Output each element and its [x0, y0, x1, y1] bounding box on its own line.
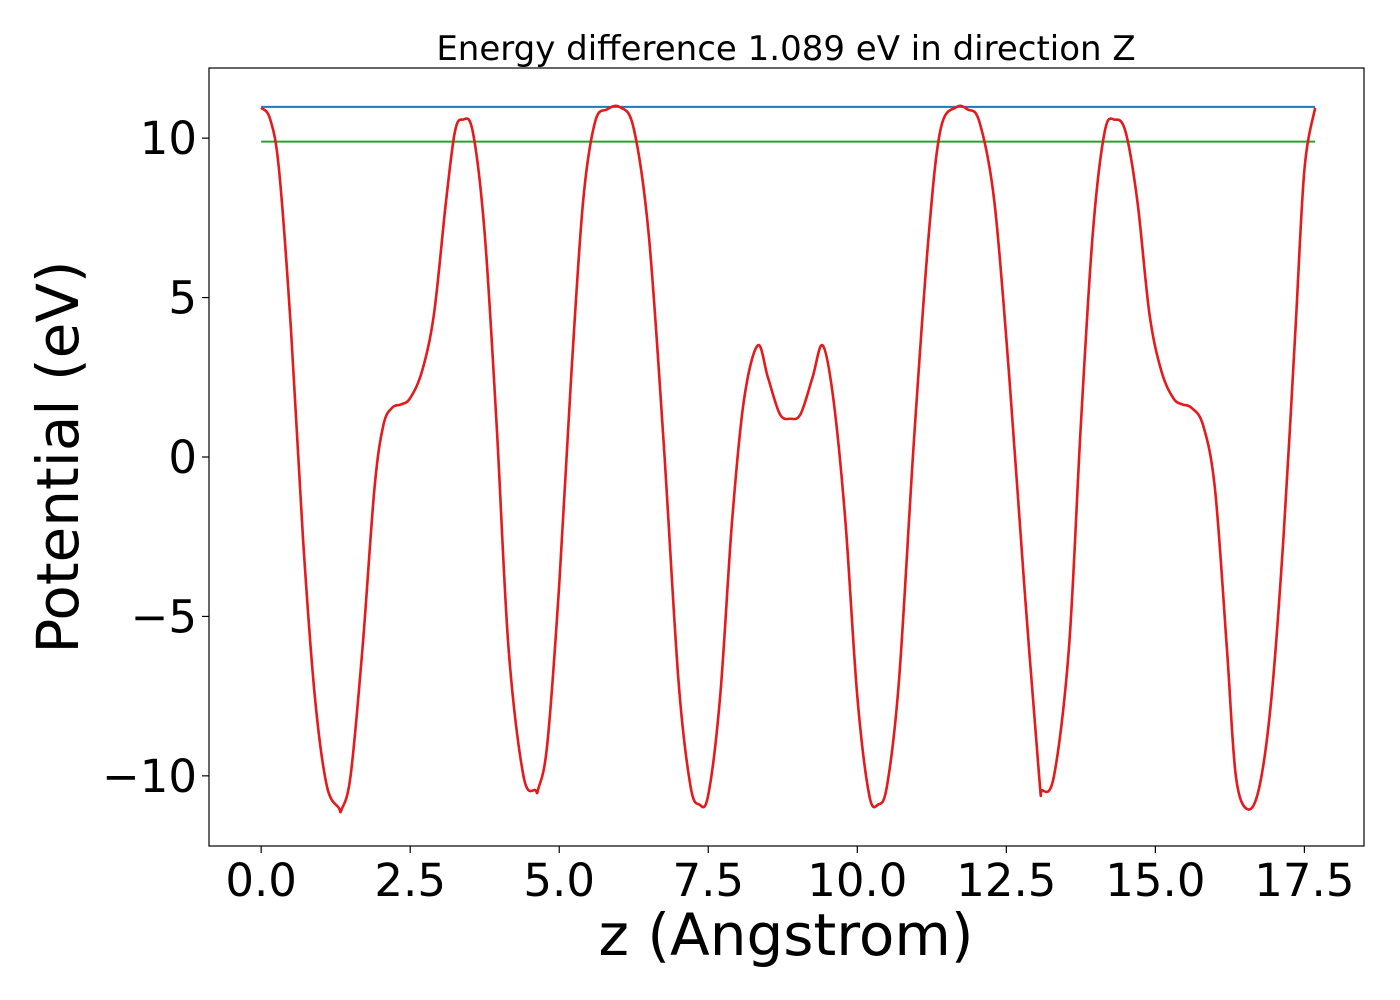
x-axis-label: z (Angstrom) — [599, 901, 974, 969]
y-axis-label: Potential (eV) — [24, 260, 92, 653]
x-tick-label: 5.0 — [523, 854, 595, 907]
x-tick-label: 0.0 — [225, 854, 297, 907]
x-tick-label: 12.5 — [956, 854, 1056, 907]
x-axis: 0.0 2.5 5.0 7.5 10.0 12.5 15.0 17.5 — [225, 846, 1354, 907]
series-line — [260, 104, 1317, 814]
y-tick-label: 10 — [140, 112, 197, 165]
x-tick-label: 15.0 — [1105, 854, 1205, 907]
y-tick-label: −10 — [102, 750, 197, 803]
y-tick-label: 5 — [168, 272, 197, 325]
reference-lines — [261, 105, 1316, 143]
x-tick-label: 2.5 — [374, 854, 446, 907]
y-axis: −10 −5 0 5 10 — [102, 112, 209, 803]
plot-frame — [208, 67, 1365, 847]
chart-title: Energy difference 1.089 eV in direction … — [436, 29, 1135, 69]
x-tick-label: 17.5 — [1254, 854, 1354, 907]
x-tick-label: 10.0 — [807, 854, 907, 907]
y-tick-label: 0 — [168, 431, 197, 484]
y-tick-label: −5 — [131, 590, 197, 643]
series-group — [260, 104, 1317, 814]
x-tick-label: 7.5 — [672, 854, 744, 907]
